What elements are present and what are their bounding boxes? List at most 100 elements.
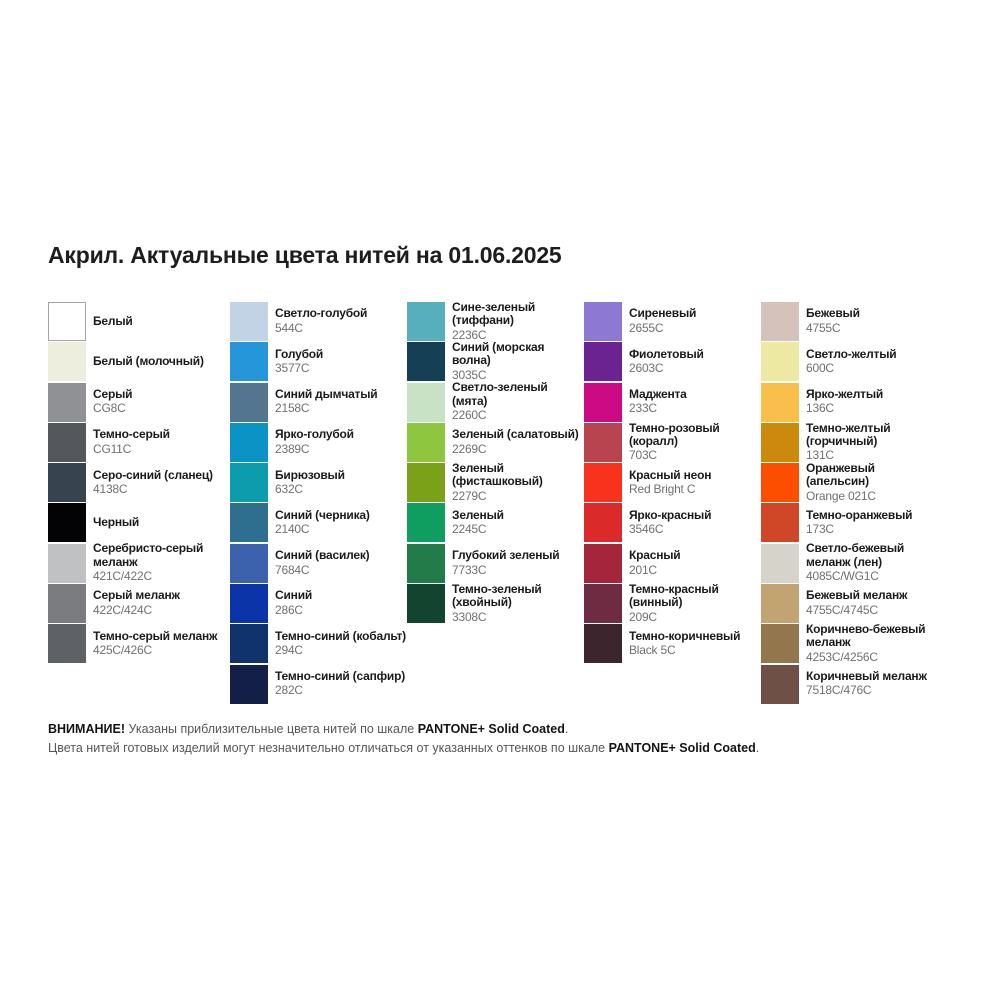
- color-row: Серебристо-серый меланж 421C/422C: [48, 542, 226, 584]
- color-name: Сине-зеленый (тиффани): [452, 299, 536, 328]
- color-labels: Темно-синий (кобальт) 294C: [275, 629, 408, 658]
- color-swatch: [761, 543, 799, 583]
- color-labels: Темно-серый CG11C: [93, 427, 226, 456]
- color-swatch: [48, 624, 86, 664]
- color-swatch: [761, 584, 799, 624]
- color-code: 2655C: [629, 320, 664, 335]
- color-swatch: [230, 382, 268, 422]
- color-labels: Серый CG8C: [93, 386, 226, 416]
- color-swatch: [230, 342, 268, 382]
- color-code: Red Bright C: [629, 482, 696, 496]
- color-name: Красный: [629, 548, 681, 563]
- color-code: 136C: [806, 401, 834, 416]
- color-swatch: [584, 342, 622, 382]
- color-swatch: [230, 503, 268, 543]
- color-swatch: [584, 543, 622, 583]
- color-labels: Оранжевый (апельсин) Orange 021C: [806, 460, 939, 504]
- color-labels: Зеленый 2245C: [452, 508, 585, 537]
- color-name: Красный неон: [629, 467, 712, 482]
- color-row: Красный 201C: [584, 543, 762, 583]
- color-row: Коричнево-бежевый меланж 4253C/4256C: [761, 622, 939, 664]
- color-code: 422C/424C: [93, 602, 152, 617]
- color-name: Серый: [93, 386, 133, 401]
- color-labels: Серый меланж 422C/424C: [93, 589, 226, 617]
- color-labels: Синий (морская волна) 3035C: [452, 340, 585, 383]
- color-name: Коричнево-бежевый меланж: [806, 622, 926, 650]
- color-row: Ярко-желтый 136C: [761, 382, 939, 422]
- color-swatch: [761, 342, 799, 382]
- color-name: Ярко-голубой: [275, 427, 354, 442]
- color-code: 421C/422C: [93, 569, 152, 584]
- color-row: Ярко-голубой 2389C: [230, 422, 408, 462]
- color-code: 2603C: [629, 361, 664, 376]
- color-name: Темно-коричневый: [629, 628, 741, 643]
- color-swatch: [48, 584, 86, 624]
- color-name: Бежевый: [806, 306, 860, 321]
- color-name: Серебристо-серый меланж: [93, 541, 204, 569]
- color-name: Ярко-красный: [629, 507, 712, 522]
- color-code: 4755C/4745C: [806, 602, 878, 617]
- color-labels: Ярко-голубой 2389C: [275, 427, 408, 456]
- color-labels: Ярко-красный 3546C: [629, 507, 762, 537]
- color-labels: Темно-оранжевый 173C: [806, 507, 939, 537]
- color-name: Темно-зеленый (хвойный): [452, 581, 542, 610]
- color-labels: Темно-зеленый (хвойный) 3308C: [452, 581, 585, 625]
- color-swatch: [584, 463, 622, 503]
- color-name: Голубой: [275, 346, 324, 361]
- color-swatch: [761, 503, 799, 543]
- color-labels: Черный: [93, 515, 226, 529]
- color-labels: Синий дымчатый 2158C: [275, 386, 408, 416]
- color-code: 703C: [629, 448, 657, 463]
- color-name: Маджента: [629, 386, 687, 401]
- color-code: 425C/426C: [93, 643, 152, 658]
- color-swatch: [407, 382, 445, 422]
- color-name: Сиреневый: [629, 306, 697, 321]
- color-swatch: [48, 463, 86, 503]
- color-name: Синий дымчатый: [275, 386, 378, 401]
- color-row: Голубой 3577C: [230, 342, 408, 382]
- color-labels: Сине-зеленый (тиффани) 2236C: [452, 299, 585, 343]
- color-labels: Ярко-желтый 136C: [806, 387, 939, 416]
- color-column: Светло-голубой 544C Голубой 3577C Синий дымч…: [230, 302, 408, 705]
- color-swatch: [407, 463, 445, 503]
- color-row: Зеленый (салатовый) 2269C: [407, 422, 585, 462]
- color-row: Темно-красный (винный) 209C: [584, 582, 762, 624]
- color-code: Orange 021C: [806, 488, 876, 503]
- color-name: Бирюзовый: [275, 467, 345, 482]
- color-name: Зеленый (салатовый): [452, 427, 579, 442]
- color-code: 7684C: [275, 562, 310, 577]
- color-row: Бирюзовый 632C: [230, 463, 408, 503]
- color-labels: Серебристо-серый меланж 421C/422C: [93, 542, 226, 584]
- color-swatch: [407, 543, 445, 583]
- color-column: Сине-зеленый (тиффани) 2236C Синий (морска…: [407, 299, 585, 625]
- color-labels: Зеленый (фисташковый) 2279C: [452, 461, 585, 504]
- color-code: 7733C: [452, 562, 487, 577]
- color-code: 282C: [275, 683, 303, 698]
- color-swatch: [407, 503, 445, 543]
- notice-line-1: ВНИМАНИЕ! Указаны приблизительные цвета …: [48, 722, 569, 736]
- color-row: Серый CG8C: [48, 382, 226, 422]
- pantone-notice: ВНИМАНИЕ! Указаны приблизительные цвета …: [48, 720, 948, 758]
- color-row: Глубокий зеленый 7733C: [407, 543, 585, 583]
- color-code: 4253C/4256C: [806, 649, 878, 664]
- color-code: 3546C: [629, 522, 664, 537]
- color-code: 2140C: [275, 522, 310, 537]
- color-labels: Зеленый (салатовый) 2269C: [452, 427, 585, 456]
- color-code: 2158C: [275, 401, 310, 416]
- color-code: 131C: [806, 448, 834, 463]
- color-code: 3308C: [452, 609, 487, 624]
- color-name: Темно-оранжевый: [806, 507, 913, 522]
- color-code: 2245C: [452, 522, 487, 537]
- color-row: Темно-синий (сапфир) 282C: [230, 664, 408, 704]
- color-swatch: [584, 503, 622, 543]
- color-code: 209C: [629, 609, 657, 624]
- color-swatch: [230, 463, 268, 503]
- color-swatch: [230, 302, 268, 341]
- color-name: Светло-зеленый (мята): [452, 380, 548, 408]
- page-title: Акрил. Актуальные цвета нитей на 01.06.2…: [48, 242, 562, 268]
- color-code: 286C: [275, 602, 303, 617]
- color-labels: Темно-синий (сапфир) 282C: [275, 669, 408, 698]
- color-name: Оранжевый (апельсин): [806, 460, 875, 489]
- color-swatch: [48, 503, 86, 543]
